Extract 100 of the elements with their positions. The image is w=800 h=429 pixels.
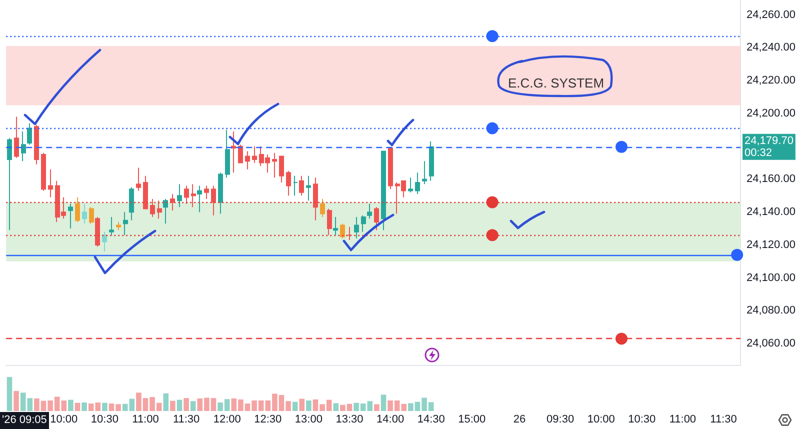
bar <box>82 402 87 411</box>
x-tick-label: 10:00 <box>587 414 615 426</box>
x-tick-label: 10:30 <box>90 414 118 426</box>
bar <box>333 403 339 411</box>
candlestick <box>320 198 325 218</box>
y-tick-label: 24,240.00 <box>746 42 796 54</box>
bar <box>163 393 169 411</box>
x-tick-label: 11:00 <box>132 414 159 426</box>
candlestick <box>177 184 182 208</box>
bar <box>299 398 305 411</box>
candlestick <box>123 212 128 236</box>
candlestick <box>340 223 345 239</box>
bar <box>306 400 312 411</box>
candlestick <box>150 198 155 218</box>
y-tick-label: 24,140.00 <box>746 206 796 218</box>
candlestick <box>286 170 291 196</box>
bar <box>374 404 380 411</box>
candlestick <box>21 131 26 162</box>
candlestick <box>211 185 216 216</box>
bar <box>176 400 182 411</box>
x-tick-label: 15:00 <box>458 414 486 426</box>
candlestick <box>293 175 298 196</box>
candlestick <box>68 203 73 230</box>
candlestick <box>347 226 352 241</box>
candlestick <box>367 203 372 220</box>
candlestick <box>354 216 359 239</box>
bar <box>14 390 19 411</box>
bar <box>190 401 196 411</box>
candlestick <box>245 150 250 170</box>
bar <box>170 400 176 411</box>
candlestick <box>361 214 366 232</box>
x-tick-label: 11:00 <box>669 414 696 426</box>
candlestick <box>231 131 236 174</box>
candlestick <box>143 175 148 210</box>
candlestick <box>95 216 100 248</box>
candlestick <box>102 231 107 252</box>
candlestick <box>34 124 39 165</box>
candlestick <box>204 185 209 200</box>
candlestick <box>238 144 243 164</box>
candlestick <box>89 206 94 224</box>
candlestick <box>415 172 420 195</box>
y-tick-label: 24,160.00 <box>746 173 796 186</box>
candlestick <box>184 185 189 204</box>
ref-line-label: 24,179.70 00:32 <box>744 134 794 159</box>
text: '26 09:05 <box>0 412 49 429</box>
candlestick <box>306 175 311 202</box>
candlestick <box>313 177 318 221</box>
bar <box>184 398 189 411</box>
x-tick-label: 13:00 <box>294 414 322 426</box>
x-tick-label: 10:00 <box>50 414 78 426</box>
candlestick <box>197 185 202 213</box>
candlestick <box>129 186 134 221</box>
x-tick-label: 26 <box>513 414 526 426</box>
bar <box>74 402 80 411</box>
candlestick <box>381 150 386 231</box>
bar <box>68 400 74 411</box>
candlestick <box>157 200 162 220</box>
candlestick <box>218 172 223 214</box>
candlestick <box>388 147 393 190</box>
candlestick <box>163 198 168 224</box>
candlestick <box>48 168 53 198</box>
x-tick-label: 14:00 <box>376 414 404 426</box>
y-tick-label: 24,120.00 <box>746 238 796 251</box>
candlestick <box>429 140 434 182</box>
candlestick <box>82 203 87 224</box>
candlestick <box>75 196 80 222</box>
candlestick <box>408 177 413 193</box>
candlestick <box>327 208 332 236</box>
x-tick-label: 14:30 <box>417 414 445 426</box>
candlestick <box>109 216 114 236</box>
x-tick-label: 10:30 <box>628 414 656 426</box>
bar <box>102 402 108 411</box>
candlestick <box>7 138 12 231</box>
bar <box>380 394 386 411</box>
y-tick-label: 24,060.00 <box>746 338 796 350</box>
candlestick <box>225 129 230 178</box>
x-tick-label: 12:00 <box>213 414 241 426</box>
bar <box>6 377 12 411</box>
y-tick-label: 24,080.00 <box>746 304 796 317</box>
candlestick <box>116 221 121 231</box>
candlestick <box>191 184 196 208</box>
candlestick <box>27 122 32 146</box>
candlestick <box>170 194 175 211</box>
x-tick-label: 13:30 <box>336 414 364 426</box>
y-tick-label: 24,220.00 <box>746 74 796 87</box>
candlestick <box>252 146 257 164</box>
candlestick <box>272 152 277 178</box>
candlestick <box>41 152 46 192</box>
x-tick-label: 12:30 <box>254 414 282 426</box>
candlestick <box>333 216 338 236</box>
candlestick <box>136 167 141 192</box>
y-tick-label: 24,200.00 <box>746 107 796 120</box>
candlestick <box>14 116 19 158</box>
x-tick-label: 11:30 <box>172 414 200 426</box>
bar <box>292 402 298 411</box>
x-tick-label: 09:30 <box>546 414 574 426</box>
candlestick <box>374 206 379 231</box>
candlestick <box>299 175 304 196</box>
annotation: E.C.G. SYSTEM <box>508 76 604 90</box>
y-tick-label: 24,260.00 <box>746 8 796 21</box>
